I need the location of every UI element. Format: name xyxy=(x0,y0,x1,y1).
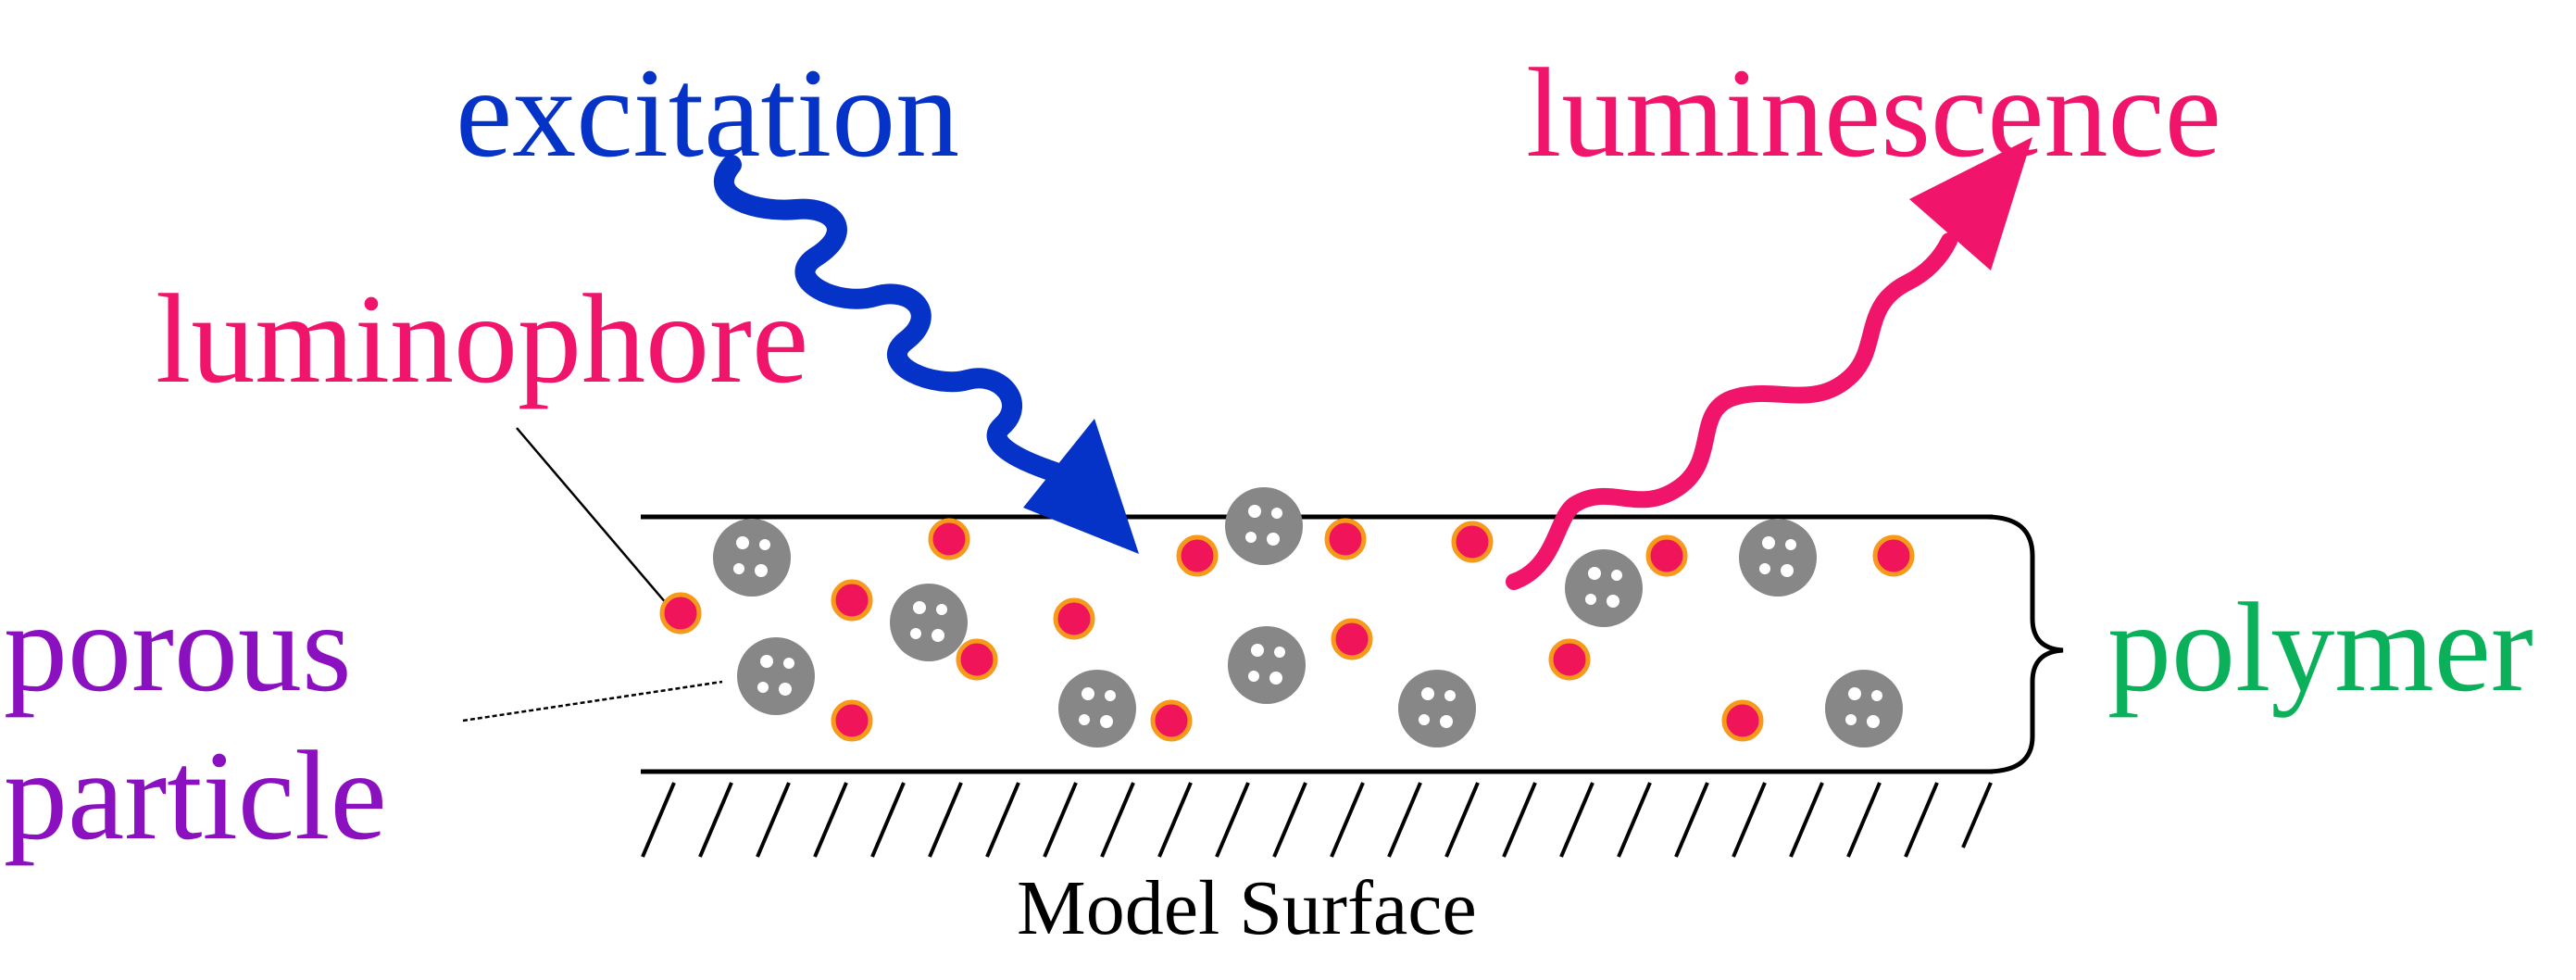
luminophore-dot-icon xyxy=(833,702,870,739)
porous-particle-icon xyxy=(1825,670,1903,748)
luminophore-dot-icon xyxy=(662,595,699,632)
luminophore-dot-icon xyxy=(833,582,870,619)
luminophore-dot-icon xyxy=(1153,702,1190,739)
porous-particle-icon xyxy=(890,584,968,661)
porous-particle-icon xyxy=(1228,626,1306,704)
luminescence-label: luminescence xyxy=(1526,42,2221,183)
porous-particle-icon xyxy=(1058,670,1136,748)
luminophore-dot-icon xyxy=(1648,537,1685,574)
porous-particles xyxy=(713,487,1903,748)
excitation-label: excitation xyxy=(456,42,959,183)
luminophore-dot-icon xyxy=(1179,537,1216,574)
model-surface-label: Model Surface xyxy=(1017,865,1477,951)
porous-particle-icon xyxy=(1225,487,1303,565)
porous-particle-icon xyxy=(713,519,791,597)
luminophore-dot-icon xyxy=(1454,523,1491,560)
luminophore-dot-icon xyxy=(1875,537,1912,574)
excitation-arrow-icon xyxy=(714,155,1139,554)
luminophore-dot-icon xyxy=(1327,521,1364,558)
polymer-label: polymer xyxy=(2107,576,2533,718)
luminophore-dot-icon xyxy=(1333,621,1370,658)
luminophore-dot-icon xyxy=(931,521,968,558)
luminophore-dot-icon xyxy=(1056,600,1093,637)
porous-particle-icon xyxy=(1398,670,1476,748)
luminophore-leader-line xyxy=(516,427,668,605)
porous-label-line1: porous xyxy=(4,576,352,718)
porous-particle-icon xyxy=(1739,519,1817,597)
luminophore-dot-icon xyxy=(1724,702,1761,739)
porous-leader-line xyxy=(462,680,723,722)
luminophore-dot-icon xyxy=(1551,641,1588,678)
luminophore-label: luminophore xyxy=(156,268,808,409)
luminophore-dot-icon xyxy=(958,641,995,678)
porous-particle-icon xyxy=(737,637,815,715)
luminescence-arrow-icon xyxy=(1506,137,2032,590)
porous-particle-icon xyxy=(1565,549,1643,627)
surface-hatching xyxy=(641,782,1993,858)
polymer-brace xyxy=(1985,514,2064,774)
porous-label-line2: particle xyxy=(4,724,387,866)
